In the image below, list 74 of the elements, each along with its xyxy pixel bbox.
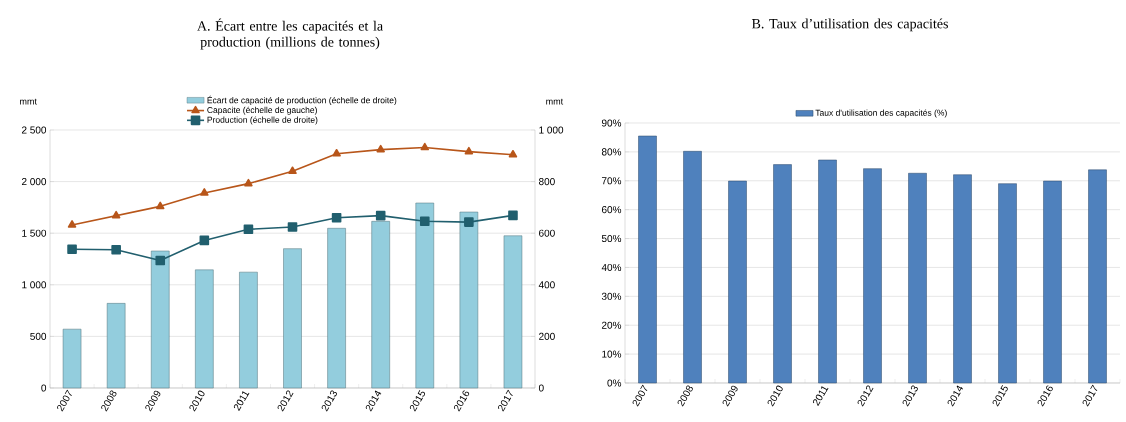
point — [420, 142, 430, 151]
point — [419, 216, 430, 227]
y-tick-label: 2 000 — [21, 178, 47, 186]
y2-tick-label: 0 — [538, 384, 544, 392]
point — [508, 149, 518, 158]
bar — [728, 180, 747, 384]
y2-axis-title: mmt — [546, 98, 564, 105]
point — [244, 178, 253, 187]
point — [200, 188, 209, 196]
y-tick-label: 0 — [41, 384, 47, 392]
y-tick-label: 90% — [601, 119, 622, 127]
point — [155, 201, 165, 210]
bar — [150, 250, 170, 389]
y-tick-label: 40% — [601, 263, 622, 271]
bar — [106, 303, 126, 389]
y-tick-label: 0% — [607, 379, 622, 387]
legend-label: Capacite (échelle de gauche) — [207, 106, 317, 115]
point — [243, 224, 254, 235]
point — [376, 144, 385, 153]
bar — [818, 159, 837, 384]
y2-tick-label: 1 000 — [539, 126, 564, 134]
y-tick-label: 2 500 — [21, 126, 47, 134]
bar — [953, 174, 972, 384]
bar — [327, 228, 346, 389]
point — [199, 235, 210, 246]
point — [111, 244, 121, 255]
legend-label: Production (échelle de droite) — [207, 116, 318, 125]
y2-tick-label: 400 — [538, 281, 555, 289]
y-tick-label: 20% — [601, 321, 622, 329]
point — [67, 244, 77, 254]
point — [508, 210, 518, 221]
point — [375, 210, 386, 221]
y-tick-label: 1 000 — [22, 281, 47, 289]
chart-title: A. Écart entre les capacités et la production (millions de tonnes) — [197, 18, 383, 50]
y-tick-label: 80% — [601, 148, 622, 156]
bar — [638, 135, 657, 384]
y-tick-label: 70% — [601, 177, 622, 185]
y-tick-label: 50% — [601, 235, 622, 243]
bar — [415, 202, 435, 389]
bar — [998, 183, 1017, 384]
y2-tick-label: 800 — [538, 178, 555, 186]
y-tick-label: 30% — [601, 292, 622, 300]
y-tick-label: 60% — [601, 206, 622, 214]
point — [287, 222, 298, 232]
legend-label: Écart de capacité de production (échelle de droite) — [207, 95, 397, 105]
point — [331, 212, 342, 223]
bar — [908, 173, 927, 384]
y-tick-label: 1 500 — [22, 229, 47, 237]
point — [332, 148, 341, 157]
bar — [773, 164, 792, 384]
y-tick-label: 500 — [30, 332, 47, 340]
bar — [283, 248, 302, 389]
point — [155, 255, 166, 266]
y-axis-title: mmt — [20, 98, 37, 105]
chart-title: B. Taux d’utilisation des capacités — [751, 18, 948, 32]
bar — [863, 168, 882, 384]
y2-tick-label: 200 — [539, 332, 555, 340]
bar — [1088, 169, 1107, 384]
y-tick-label: 10% — [602, 350, 622, 358]
bar — [239, 271, 258, 389]
point — [464, 217, 474, 227]
bar — [683, 151, 702, 384]
bar — [503, 235, 523, 389]
bar — [1043, 180, 1062, 384]
point — [67, 220, 77, 228]
legend-label: Taux d'utilisation des capacités (%) — [815, 109, 947, 118]
bar — [62, 328, 82, 389]
point — [464, 146, 474, 155]
point — [288, 166, 297, 175]
bar — [195, 269, 214, 389]
bar — [459, 211, 479, 389]
bar — [371, 221, 390, 389]
y2-tick-label: 600 — [539, 229, 555, 237]
point — [111, 210, 121, 219]
